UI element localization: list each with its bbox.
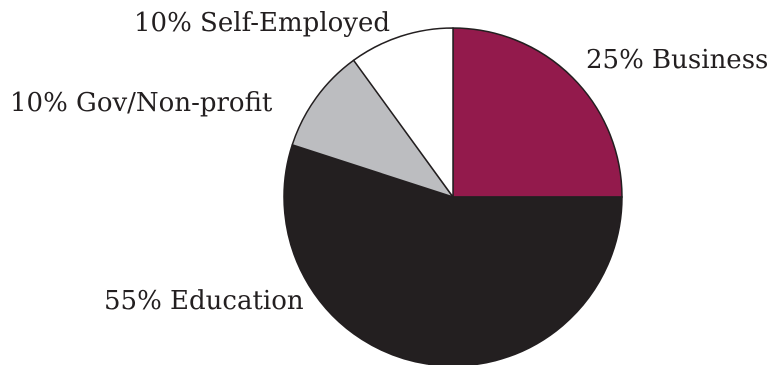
- pie-slices: [283, 27, 623, 365]
- pie-slice-business: [452, 27, 623, 198]
- pie-slice-gov-non-profit: [291, 59, 455, 199]
- slice-label-self-employed: 10% Self-Employed: [134, 8, 390, 38]
- pie-slice-self-employed: [352, 27, 454, 200]
- pie-slice-education: [283, 143, 623, 365]
- slice-label-education: 55% Education: [104, 286, 304, 316]
- pie-labels: 25% Business 55% Education 10% Gov/Non-p…: [10, 8, 768, 316]
- slice-label-business: 25% Business: [586, 45, 768, 75]
- slice-label-gov-nonprofit: 10% Gov/Non-profit: [10, 88, 273, 118]
